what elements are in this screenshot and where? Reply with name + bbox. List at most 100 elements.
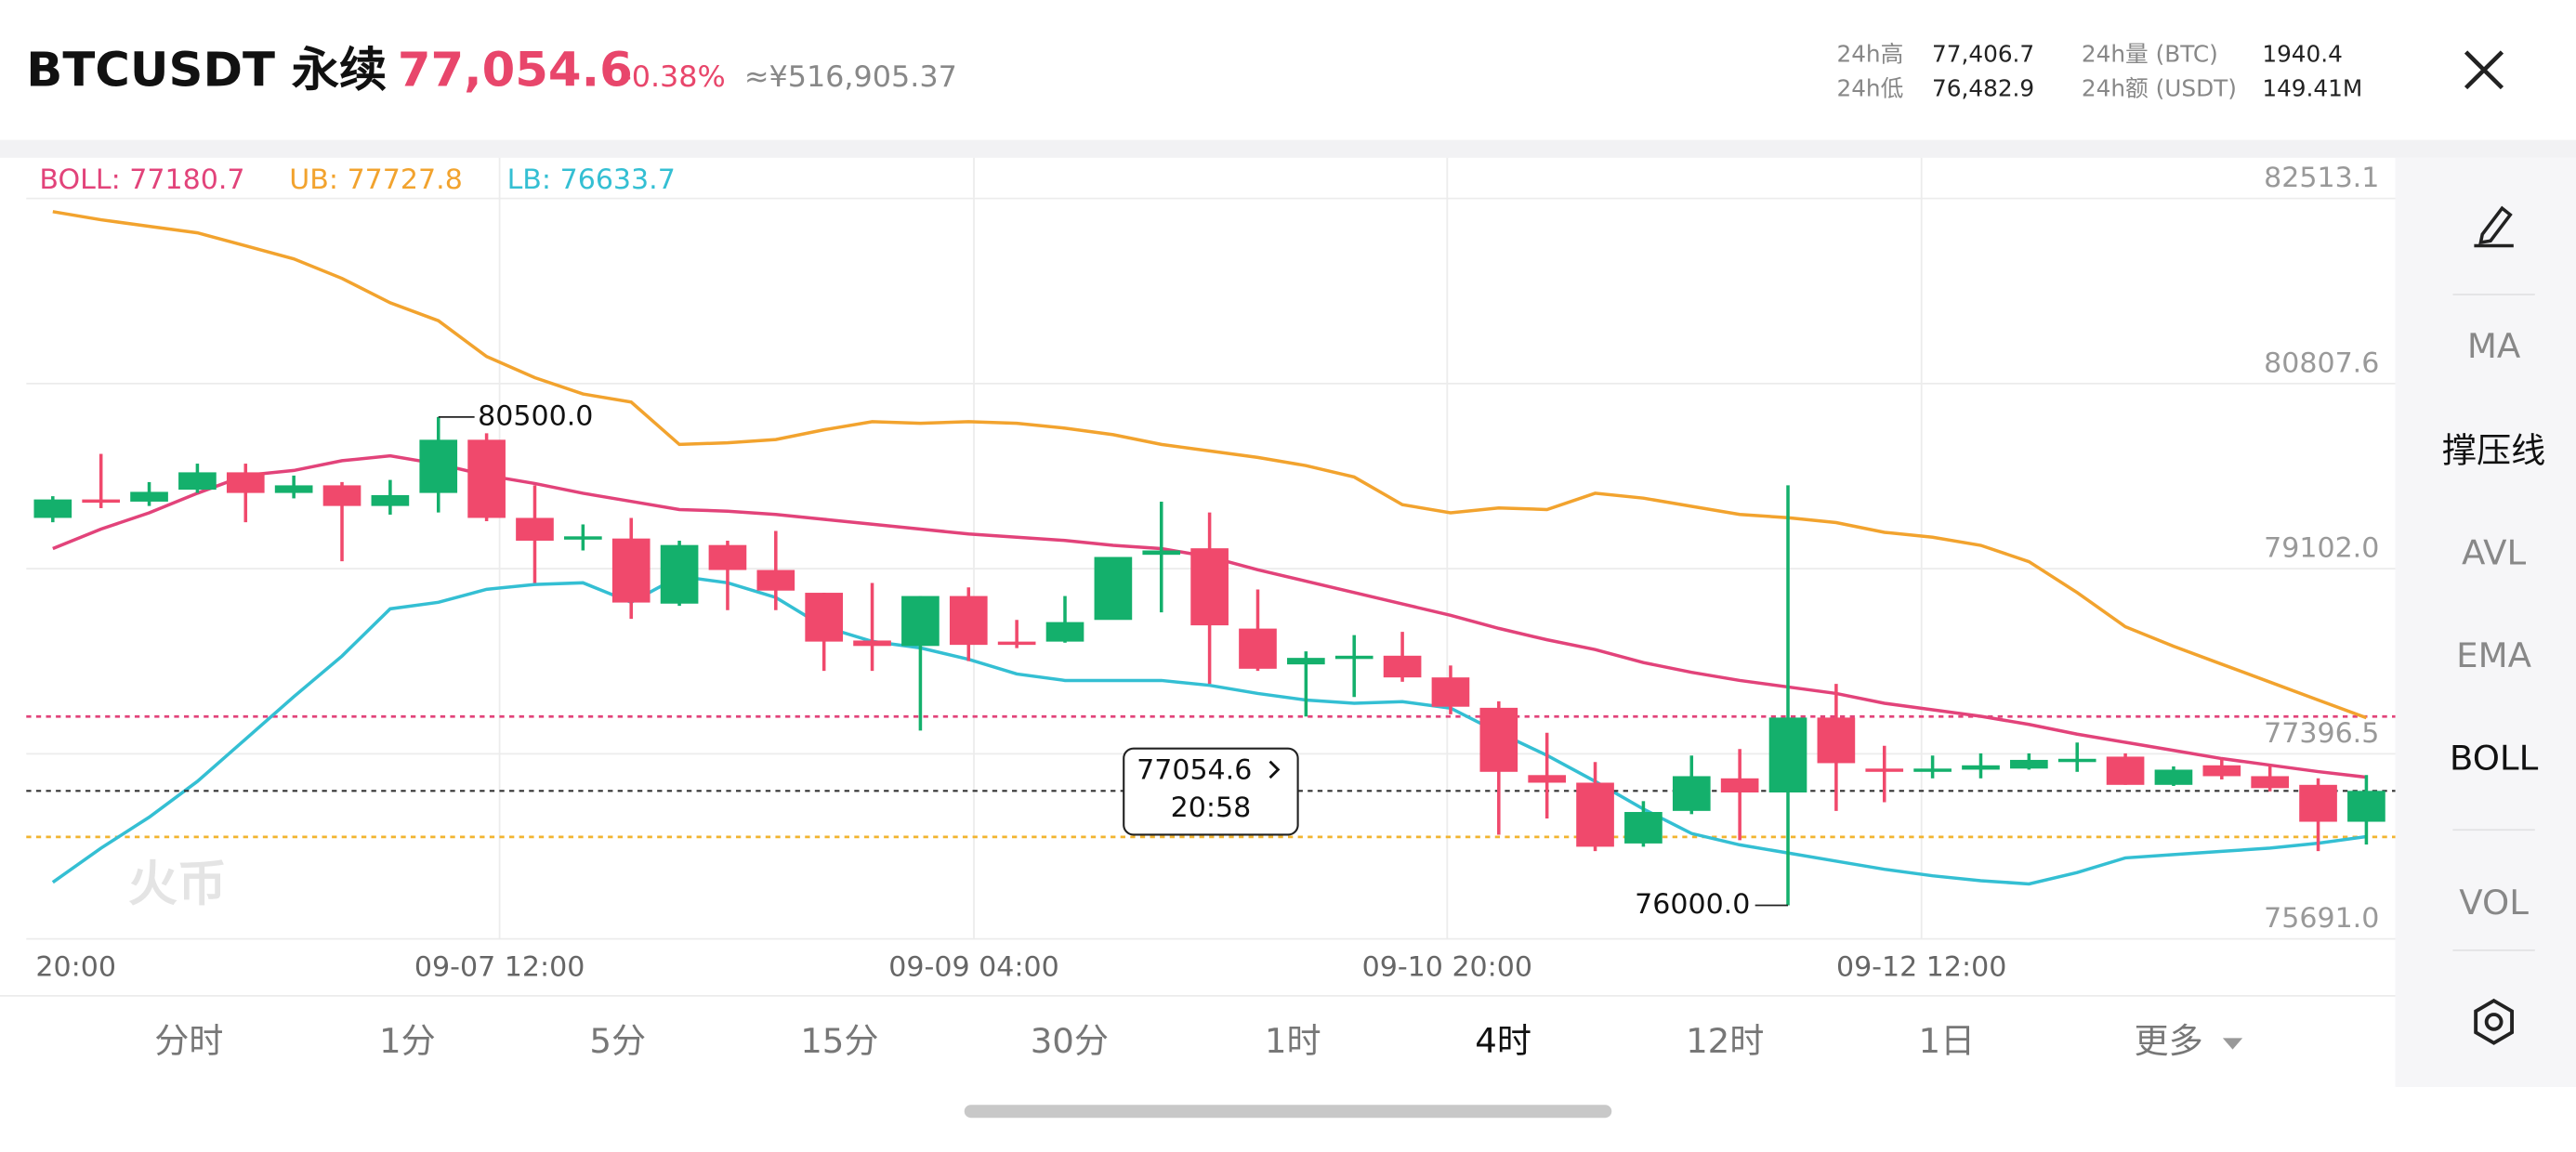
x-tick-label: 09-07 12:00: [414, 951, 585, 984]
x-tick-label: 20:00: [35, 951, 116, 984]
y-tick-label: 75691.0: [2264, 902, 2379, 935]
candle-body: [1142, 550, 1181, 556]
candle-body: [516, 517, 554, 541]
candle-body: [2154, 769, 2193, 785]
candle-body: [1045, 622, 1084, 642]
candle-body: [564, 536, 602, 540]
timeframe-tab[interactable]: 15分: [800, 1021, 878, 1061]
last-price-box-bg: [1123, 747, 1299, 836]
indicator-option[interactable]: EMA: [2456, 635, 2531, 675]
y-tick-label: 77396.5: [2264, 717, 2379, 750]
high-label: 80500.0: [478, 399, 593, 432]
countdown: 20:58: [1171, 792, 1252, 824]
stat-value: 76,482.9: [1932, 74, 2034, 101]
candle-body: [226, 472, 265, 493]
settings-icon[interactable]: [2474, 998, 2514, 1045]
candle-body: [1962, 765, 2000, 770]
low-label: 76000.0: [1635, 888, 1750, 921]
candle-body: [2106, 756, 2145, 785]
boll-line: [52, 210, 2368, 720]
candle-body: [1287, 658, 1325, 665]
x-tick-label: 09-12 12:00: [1836, 951, 2006, 984]
price-cny: ≈¥516,905.37: [744, 60, 957, 94]
candle-body: [33, 499, 72, 518]
legend-entry: BOLL: 77180.7: [39, 164, 244, 196]
legend-entry: UB: 77727.8: [289, 164, 463, 196]
candle-body: [82, 499, 121, 504]
timeframe-tab[interactable]: 30分: [1031, 1021, 1109, 1061]
candle-body: [997, 641, 1036, 646]
timeframe-tab[interactable]: 5分: [589, 1021, 646, 1061]
timeframe-tab[interactable]: 更多: [2134, 1021, 2202, 1061]
close-button[interactable]: [2464, 50, 2504, 90]
timeframe-tab[interactable]: 1日: [1919, 1021, 1976, 1061]
candle-body: [1817, 717, 1856, 764]
candle-body: [1865, 768, 1904, 772]
candle-body: [1334, 655, 1373, 660]
candle-body: [805, 593, 844, 642]
stat-label: 24h额 (USDT): [2082, 74, 2237, 101]
indicator-option[interactable]: MA: [2467, 326, 2520, 366]
y-tick-label: 79102.0: [2264, 532, 2379, 565]
timeframe-tab[interactable]: 12时: [1686, 1021, 1764, 1061]
candle-body: [1190, 548, 1229, 626]
candle-body: [371, 494, 410, 506]
y-tick-label: 80807.6: [2264, 347, 2379, 379]
candle-body: [1624, 812, 1663, 844]
candle-body: [708, 544, 747, 570]
candle-body: [1672, 776, 1711, 811]
watermark: 火币: [128, 856, 227, 912]
timeframe-tab[interactable]: 1时: [1265, 1021, 1321, 1061]
candle-body: [611, 538, 651, 603]
stat-label: 24h低: [1836, 74, 1903, 101]
candle-body: [1479, 707, 1518, 772]
stat-label: 24h量 (BTC): [2082, 41, 2218, 68]
timeframe-tab[interactable]: 分时: [154, 1021, 223, 1061]
draw-tool-icon[interactable]: [2474, 205, 2514, 248]
last-price: 77,054.6: [398, 44, 633, 98]
legend-entry: LB: 76633.7: [507, 164, 676, 196]
candle-body: [2251, 776, 2290, 789]
dropdown-arrow: [2222, 1038, 2243, 1050]
candle-body: [2010, 759, 2048, 769]
candle-body: [2202, 765, 2241, 777]
indicator-option[interactable]: AVL: [2462, 533, 2526, 573]
stat-value: 77,406.7: [1932, 41, 2034, 68]
candle-body: [1768, 717, 1807, 792]
last-price-box[interactable]: 77054.6 20:58: [1123, 747, 1299, 836]
candle-body: [660, 544, 699, 604]
candle-body: [178, 472, 217, 491]
indicator-option[interactable]: VOL: [2459, 883, 2529, 923]
candle-body: [2057, 758, 2096, 763]
candle-body: [467, 439, 506, 518]
indicator-sidebar: [2395, 157, 2576, 1087]
candle-body: [901, 596, 940, 647]
candle-body: [1431, 677, 1470, 707]
y-tick-label: 82513.1: [2264, 162, 2379, 194]
last-price-box-price: 77054.6: [1137, 754, 1252, 787]
indicator-option[interactable]: 撑压线: [2442, 431, 2545, 471]
symbol: BTCUSDT 永续: [26, 44, 387, 98]
header-gap: [0, 139, 2576, 158]
x-tick-label: 09-10 20:00: [1362, 951, 1532, 984]
scroll-indicator: [964, 1105, 1612, 1119]
indicator-option[interactable]: BOLL: [2450, 739, 2539, 779]
x-tick-label: 09-09 04:00: [888, 951, 1058, 984]
candle-body: [1528, 775, 1567, 783]
candle-body: [322, 485, 361, 506]
boll-line: [51, 574, 2367, 886]
candle-body: [274, 485, 313, 493]
candle-body: [419, 439, 458, 493]
candle-body: [949, 596, 988, 646]
stat-value: 1940.4: [2262, 41, 2343, 68]
candle-body: [2347, 791, 2385, 822]
candle-body: [1094, 556, 1133, 621]
candle-body: [853, 640, 891, 647]
timeframe-tab[interactable]: 1分: [379, 1021, 436, 1061]
candle-body: [1720, 778, 1759, 792]
candle-body: [2299, 784, 2337, 822]
candle-body: [1913, 768, 1952, 772]
timeframe-tab[interactable]: 4时: [1475, 1021, 1531, 1061]
